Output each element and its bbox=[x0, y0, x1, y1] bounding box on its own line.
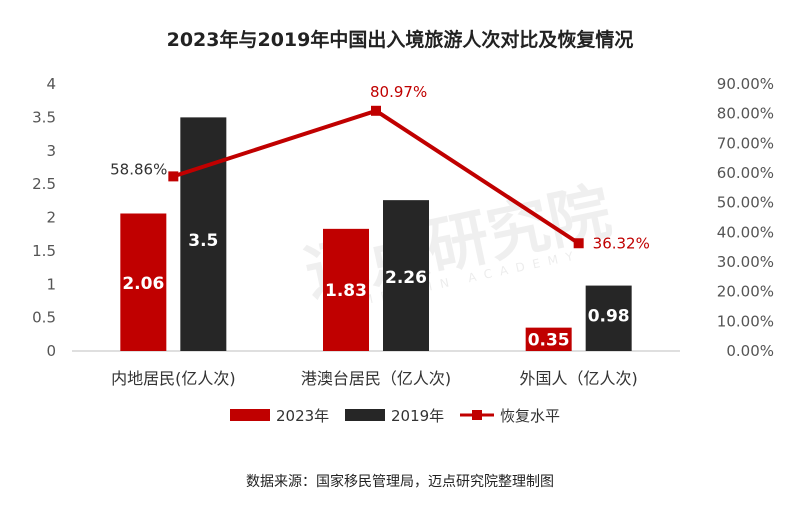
legend-marker bbox=[472, 410, 482, 420]
right-tick-label: 30.00% bbox=[717, 253, 774, 271]
left-tick-label: 4 bbox=[46, 75, 56, 93]
right-tick-label: 60.00% bbox=[717, 164, 774, 182]
legend-label: 2023年 bbox=[276, 407, 329, 425]
recovery-label: 80.97% bbox=[370, 83, 427, 101]
bar-2019 bbox=[383, 200, 429, 351]
legend-swatch bbox=[345, 409, 385, 421]
recovery-point bbox=[168, 171, 179, 182]
right-axis: 0.00% 10.00% 20.00% 30.00% 40.00% 50.00% 60.00… bbox=[717, 75, 774, 360]
chart-title: 2023年与2019年中国出入境旅游人次对比及恢复情况 bbox=[167, 28, 634, 51]
category-labels: 内地居民(亿人次) 港澳台居民（亿人次) 外国人（亿人次) bbox=[111, 369, 638, 388]
right-tick-label: 40.00% bbox=[717, 223, 774, 241]
recovery-label: 36.32% bbox=[593, 234, 650, 252]
bar-value-label: 2.26 bbox=[385, 268, 427, 288]
category-label: 外国人（亿人次) bbox=[520, 369, 638, 388]
bar-2023 bbox=[120, 213, 167, 351]
bar-2019 bbox=[180, 117, 227, 351]
right-tick-label: 80.00% bbox=[717, 105, 774, 123]
left-axis: 0 0.5 1 1.5 2 2.5 3 3.5 4 bbox=[32, 75, 56, 360]
bar-value-label: 2.06 bbox=[122, 274, 164, 294]
legend-label: 恢复水平 bbox=[500, 407, 560, 425]
left-tick-label: 2 bbox=[46, 209, 56, 227]
recovery-point bbox=[371, 105, 381, 116]
left-tick-label: 2.5 bbox=[32, 175, 56, 193]
left-tick-label: 3 bbox=[46, 142, 56, 160]
bar-value-label: 0.98 bbox=[588, 307, 630, 327]
bar-value-label: 3.5 bbox=[188, 231, 218, 251]
left-tick-label: 0 bbox=[46, 342, 56, 360]
recovery-point bbox=[573, 238, 584, 249]
left-tick-label: 0.5 bbox=[32, 309, 56, 327]
line-series: 58.86% 80.97% 36.32% bbox=[110, 83, 650, 252]
left-tick-label: 1.5 bbox=[32, 242, 56, 260]
bars: 2.06 3.5 1.83 2.26 0.35 0.98 bbox=[120, 117, 632, 351]
bar-value-label: 1.83 bbox=[325, 281, 367, 301]
source-note: 数据来源：国家移民管理局，迈点研究院整理制图 bbox=[246, 473, 554, 490]
bar-2023 bbox=[323, 228, 369, 351]
left-tick-label: 3.5 bbox=[32, 108, 56, 126]
category-label: 港澳台居民（亿人次) bbox=[301, 369, 451, 388]
legend: 2023年 2019年 恢复水平 bbox=[230, 407, 560, 425]
legend-label: 2019年 bbox=[391, 407, 444, 425]
left-tick-label: 1 bbox=[46, 275, 56, 293]
legend-swatch bbox=[230, 409, 270, 421]
category-label: 内地居民(亿人次) bbox=[111, 369, 236, 388]
right-tick-label: 20.00% bbox=[717, 283, 774, 301]
right-tick-label: 0.00% bbox=[726, 342, 774, 360]
right-tick-label: 90.00% bbox=[717, 75, 774, 93]
right-tick-label: 50.00% bbox=[717, 194, 774, 212]
bar-2023 bbox=[525, 327, 572, 351]
right-tick-label: 70.00% bbox=[717, 134, 774, 152]
bar-value-label: 0.35 bbox=[528, 330, 570, 350]
recovery-label: 58.86% bbox=[110, 160, 167, 178]
right-tick-label: 10.00% bbox=[717, 312, 774, 330]
bar-2019 bbox=[585, 285, 632, 351]
